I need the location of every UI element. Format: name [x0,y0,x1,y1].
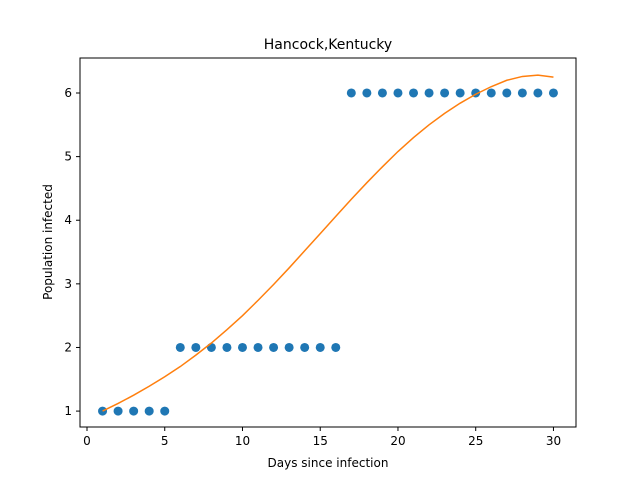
data-point [300,342,310,352]
data-point [424,88,434,98]
x-tick-label: 10 [235,434,250,448]
y-tick-label: 3 [64,277,72,291]
data-point [486,88,496,98]
data-point [377,88,387,98]
data-point [222,342,232,352]
data-point [440,88,450,98]
data-point [269,342,279,352]
data-point [455,88,465,98]
y-tick-label: 1 [64,404,72,418]
x-axis-label: Days since infection [268,456,389,470]
y-tick-label: 4 [64,213,72,227]
fit-line [102,74,554,412]
data-point [548,88,558,98]
data-point [237,342,247,352]
data-point [284,342,294,352]
y-tick-label: 5 [64,150,72,164]
data-point [253,342,263,352]
y-axis-ticks: 1 2 3 4 5 6 [64,86,80,418]
y-axis-label: Population infected [41,184,55,300]
y-tick-label: 2 [64,340,72,354]
x-tick-label: 15 [313,434,328,448]
data-point [362,88,372,98]
y-tick-label: 6 [64,86,72,100]
x-tick-label: 20 [390,434,405,448]
data-point [191,342,201,352]
data-point [517,88,527,98]
data-point [315,342,325,352]
data-point [144,406,154,416]
plot-frame [79,57,577,428]
data-point [113,406,123,416]
data-point [206,342,216,352]
data-point [393,88,403,98]
data-point [331,342,341,352]
plot-content [98,74,558,416]
data-point [129,406,139,416]
chart-title: Hancock,Kentucky [264,37,392,53]
x-tick-label: 25 [468,434,483,448]
data-point [409,88,419,98]
x-tick-label: 5 [161,434,169,448]
x-tick-label: 30 [546,434,561,448]
data-point [175,342,185,352]
data-point [346,88,356,98]
x-axis-ticks: 0 5 10 15 20 25 30 [83,427,561,448]
x-tick-label: 0 [83,434,91,448]
data-point [502,88,512,98]
data-point [533,88,543,98]
data-point [160,406,170,416]
